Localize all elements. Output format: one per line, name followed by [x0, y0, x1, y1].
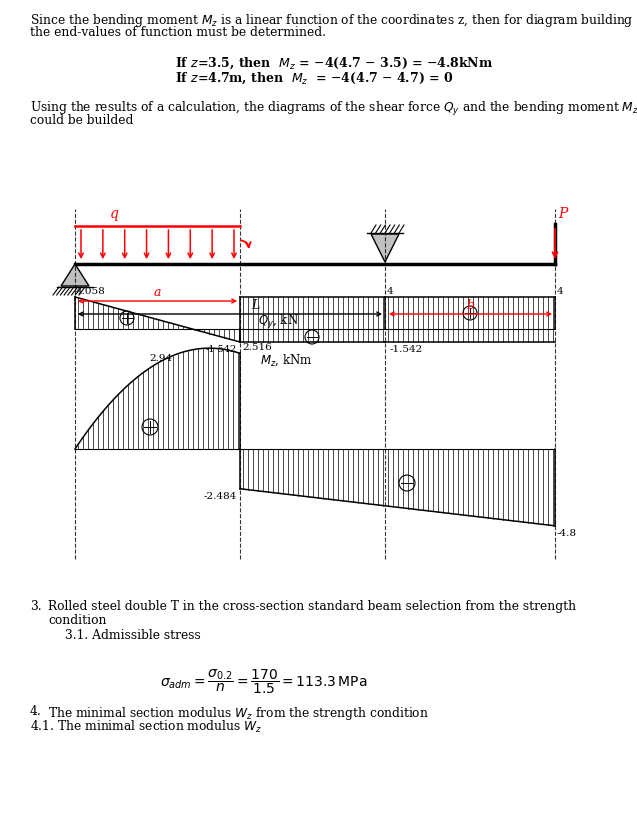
Text: could be builded: could be builded	[30, 114, 133, 127]
Polygon shape	[61, 265, 89, 287]
Text: Rolled steel double T in the cross-section standard beam selection from the stre: Rolled steel double T in the cross-secti…	[48, 600, 576, 613]
Text: 4.058: 4.058	[76, 287, 106, 296]
Text: 4.: 4.	[30, 704, 42, 717]
Text: a: a	[154, 286, 161, 299]
Text: $Q_y$, kN: $Q_y$, kN	[258, 313, 299, 331]
Text: -1.542: -1.542	[390, 345, 423, 354]
Text: -2.484: -2.484	[204, 491, 237, 500]
Text: 3.1. Admissible stress: 3.1. Admissible stress	[65, 628, 201, 641]
Text: The minimal section modulus $W_z$ from the strength condition: The minimal section modulus $W_z$ from t…	[48, 704, 429, 721]
Text: 4: 4	[557, 287, 564, 296]
Text: 2.94: 2.94	[149, 354, 173, 363]
Text: 4.1. The minimal section modulus $W_z$: 4.1. The minimal section modulus $W_z$	[30, 718, 262, 734]
Text: Using the results of a calculation, the diagrams of the shear force $Q_y$ and th: Using the results of a calculation, the …	[30, 100, 637, 118]
Text: the end-values of function must be determined.: the end-values of function must be deter…	[30, 26, 326, 39]
Text: If $z$=3.5, then  $M_z$ = $-$4(4.7 $-$ 3.5) = $-$4.8kNm: If $z$=3.5, then $M_z$ = $-$4(4.7 $-$ 3.…	[175, 56, 493, 71]
Text: 3.: 3.	[30, 600, 41, 613]
Text: L: L	[251, 299, 259, 311]
Text: 4: 4	[387, 287, 394, 296]
Text: $\sigma_{adm} = \dfrac{\sigma_{0.2}}{n} = \dfrac{170}{1.5} = 113.3\,\mathrm{MPa}: $\sigma_{adm} = \dfrac{\sigma_{0.2}}{n} …	[160, 666, 368, 695]
Text: -1·542: -1·542	[206, 345, 237, 354]
Text: P: P	[558, 206, 568, 221]
Text: condition: condition	[48, 613, 106, 627]
Text: b: b	[466, 299, 474, 311]
Text: $M_z$, kNm: $M_z$, kNm	[260, 352, 313, 367]
Polygon shape	[371, 235, 399, 263]
Text: If $z$=4.7m, then  $M_z$  = $-$4(4.7 $-$ 4.7) = 0: If $z$=4.7m, then $M_z$ = $-$4(4.7 $-$ 4…	[175, 71, 454, 86]
Text: q: q	[110, 206, 119, 221]
Text: 2.516: 2.516	[242, 343, 272, 352]
Text: Since the bending moment $M_z$ is a linear function of the coordinates z, then f: Since the bending moment $M_z$ is a line…	[30, 12, 634, 29]
Text: -4.8: -4.8	[557, 528, 577, 537]
